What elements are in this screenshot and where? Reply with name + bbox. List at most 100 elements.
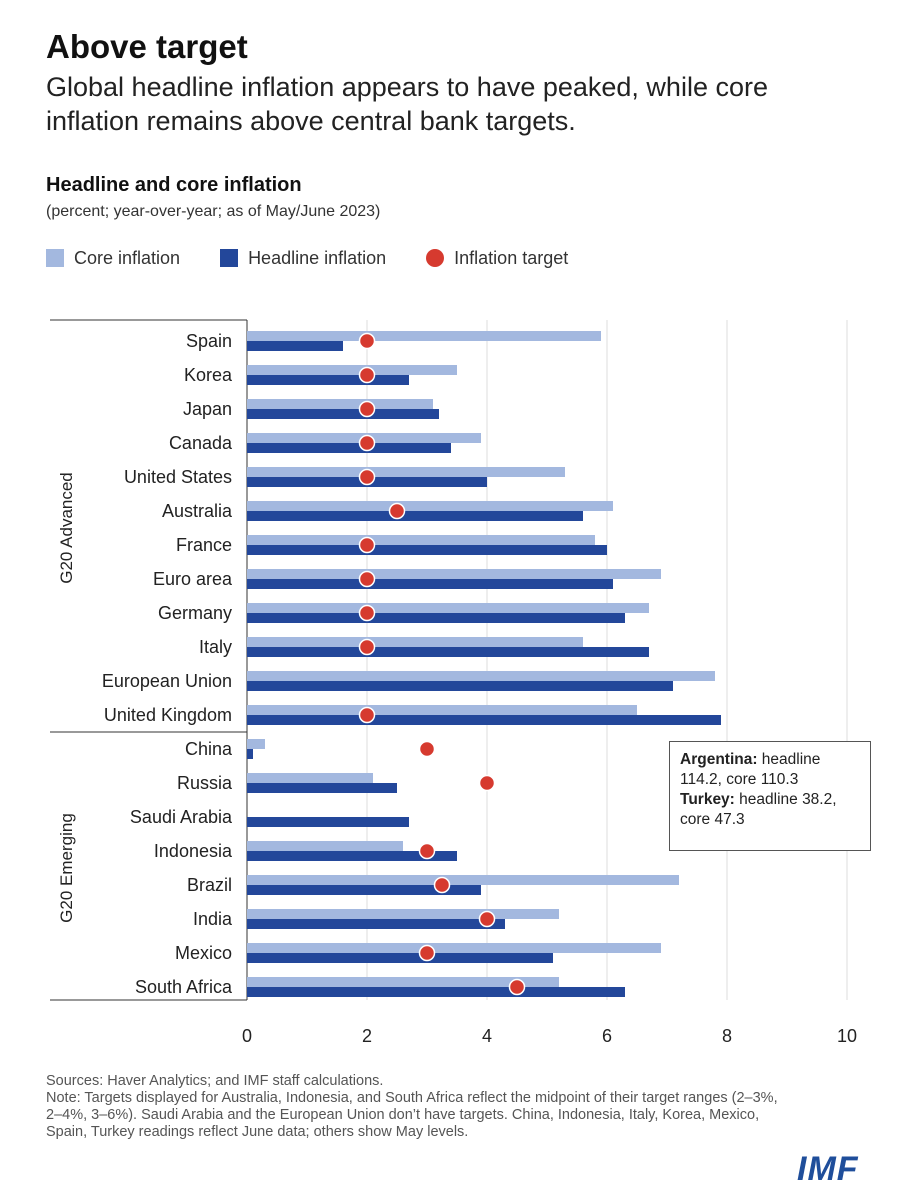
- core-bar: [247, 875, 679, 885]
- legend-core-label: Core inflation: [74, 247, 181, 268]
- target-dot: [478, 910, 496, 928]
- category-label: China: [185, 739, 233, 759]
- headline-bar: [247, 443, 451, 453]
- core-bar: [247, 535, 595, 545]
- group-label: G20 Emerging: [57, 813, 76, 923]
- headline-bar: [247, 987, 625, 997]
- core-bar: [247, 501, 613, 511]
- headline-bar: [247, 511, 583, 521]
- target-dot: [358, 400, 376, 418]
- imf-logo: IMF: [797, 1150, 859, 1188]
- headline-bar: [247, 749, 253, 759]
- core-bar: [247, 705, 637, 715]
- headline-bar: [247, 681, 673, 691]
- x-tick-label: 6: [602, 1026, 612, 1046]
- x-tick-label: 8: [722, 1026, 732, 1046]
- core-bar: [247, 569, 661, 579]
- legend-target-label: Inflation target: [454, 247, 569, 268]
- category-label: Russia: [177, 773, 233, 793]
- category-label: South Africa: [135, 977, 233, 997]
- category-label: United Kingdom: [104, 705, 232, 725]
- target-dot: [418, 944, 436, 962]
- note-argentina-text: headline 114.2, core 110.3: [680, 751, 821, 788]
- core-bar: [247, 331, 601, 341]
- x-tick-label: 4: [482, 1026, 492, 1046]
- note-turkey-text: headline 38.2, core 47.3: [680, 791, 837, 828]
- headline-bar: [247, 885, 481, 895]
- core-bar: [247, 739, 265, 749]
- target-dot: [358, 366, 376, 384]
- argentina-turkey-note: Argentina: headline 114.2, core 110.3 Tu…: [669, 741, 871, 851]
- legend-headline-label: Headline inflation: [248, 247, 387, 268]
- x-tick-label: 2: [362, 1026, 372, 1046]
- category-label: Saudi Arabia: [130, 807, 233, 827]
- category-label: France: [176, 535, 232, 555]
- core-bar: [247, 399, 433, 409]
- target-dot: [358, 434, 376, 452]
- chart-legend: Core inflation Headline inflation Inflat…: [46, 246, 608, 270]
- group-label: G20 Advanced: [57, 472, 76, 584]
- legend-target-dot: [426, 249, 445, 267]
- category-label: Germany: [158, 603, 232, 623]
- target-dot: [358, 536, 376, 554]
- legend-headline: Headline inflation: [220, 248, 386, 269]
- target-dot: [418, 740, 436, 758]
- headline-bar: [247, 409, 439, 419]
- core-bar: [247, 603, 649, 613]
- core-bar: [247, 909, 559, 919]
- category-label: Mexico: [175, 943, 232, 963]
- target-dot: [358, 332, 376, 350]
- target-dot: [433, 876, 451, 894]
- target-dot: [358, 468, 376, 486]
- core-bar: [247, 943, 661, 953]
- category-label: European Union: [102, 671, 232, 691]
- core-bar: [247, 841, 403, 851]
- target-dot: [358, 638, 376, 656]
- target-dot: [358, 604, 376, 622]
- legend-headline-swatch: [220, 249, 239, 267]
- page-subtitle: Global headline inflation appears to hav…: [46, 72, 768, 136]
- chart-subtitle: (percent; year-over-year; as of May/June…: [46, 203, 381, 220]
- chart-title: Headline and core inflation: [46, 174, 302, 196]
- headline-bar: [247, 817, 409, 827]
- category-label: Spain: [186, 331, 232, 351]
- category-label: United States: [124, 467, 232, 487]
- note-turkey-label: Turkey:: [680, 791, 735, 808]
- x-tick-label: 0: [242, 1026, 252, 1046]
- category-label: Euro area: [153, 569, 233, 589]
- headline-bar: [247, 953, 553, 963]
- headline-bar: [247, 851, 457, 861]
- category-label: India: [193, 909, 233, 929]
- core-bar: [247, 773, 373, 783]
- category-label: Brazil: [187, 875, 232, 895]
- target-dot: [358, 570, 376, 588]
- core-bar: [247, 671, 715, 681]
- target-dot: [418, 842, 436, 860]
- footer-notes: Sources: Haver Analytics; and IMF staff …: [46, 1073, 786, 1141]
- core-bar: [247, 637, 583, 647]
- category-label: Japan: [183, 399, 232, 419]
- footer-sources: Sources: Haver Analytics; and IMF staff …: [46, 1073, 384, 1089]
- target-dot: [508, 978, 526, 996]
- target-dot: [358, 706, 376, 724]
- category-label: Korea: [184, 365, 233, 385]
- legend-core-swatch: [46, 249, 64, 267]
- core-bar: [247, 467, 565, 477]
- core-bar: [247, 977, 559, 987]
- category-label: Indonesia: [154, 841, 233, 861]
- category-label: Australia: [162, 501, 233, 521]
- core-bar: [247, 365, 457, 375]
- legend-core: Core inflation: [46, 248, 180, 269]
- headline-bar: [247, 375, 409, 385]
- note-argentina-label: Argentina:: [680, 751, 758, 768]
- inflation-bar-chart: 0 2 4 6 8 10 G20 Advanced G20 Emerging Spain Kore…: [50, 319, 857, 1046]
- headline-bar: [247, 919, 505, 929]
- target-dot: [478, 774, 496, 792]
- headline-bar: [247, 579, 613, 589]
- footer-note: Note: Targets displayed for Australia, I…: [46, 1090, 778, 1140]
- legend-target: Inflation target: [426, 248, 568, 269]
- category-label: Italy: [199, 637, 232, 657]
- headline-bar: [247, 545, 607, 555]
- headline-bar: [247, 341, 343, 351]
- category-label: Canada: [169, 433, 233, 453]
